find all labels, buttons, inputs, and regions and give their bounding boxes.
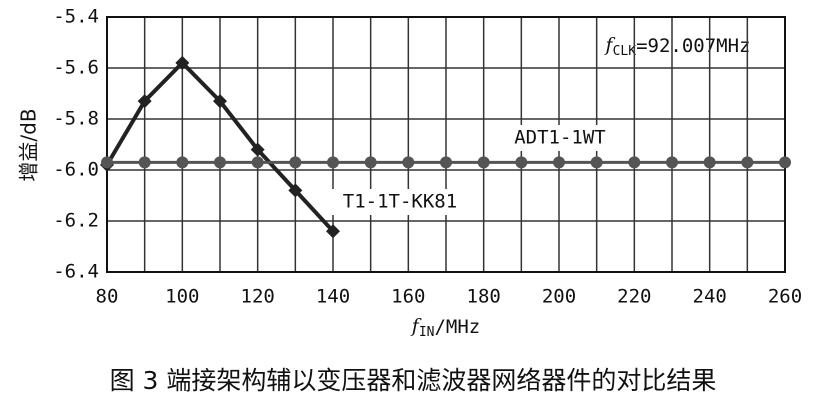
point	[101, 156, 113, 169]
point	[553, 156, 565, 169]
point	[364, 156, 377, 169]
point	[251, 156, 264, 169]
point	[288, 183, 303, 198]
series-label: ADT1-1WT	[514, 127, 606, 149]
x-tick-label: 140	[316, 286, 350, 308]
caption: 图 3 端接架构辅以变压器和滤波器网络器件的对比结果	[110, 366, 717, 395]
x-tick-label: 120	[241, 286, 275, 308]
point	[289, 156, 302, 169]
y-tick-label: -5.4	[53, 6, 99, 28]
x-tick-label: 200	[542, 286, 576, 308]
x-tick-label: 100	[165, 286, 199, 308]
label-bg	[332, 189, 468, 215]
point	[703, 156, 716, 169]
point	[515, 156, 528, 169]
point	[327, 156, 339, 169]
x-label-unit: /MHz	[434, 316, 480, 338]
point	[175, 55, 190, 70]
point	[440, 156, 452, 169]
y-tick-label: -6.4	[53, 261, 99, 283]
point	[250, 142, 265, 157]
annotation-sub: CLK	[613, 44, 637, 59]
point	[176, 156, 189, 169]
x-tick-label: 220	[617, 286, 651, 308]
label-bg	[492, 125, 628, 151]
y-tick-label: -5.8	[53, 108, 99, 130]
point	[741, 156, 754, 169]
series-label: T1-1T-KK81	[343, 191, 457, 213]
annotation-f: f	[604, 34, 616, 56]
x-tick-label: 180	[467, 286, 501, 308]
annotation-text: =92.007MHz	[636, 35, 750, 57]
x-tick-label: 260	[768, 286, 802, 308]
x-tick-label: 160	[391, 286, 425, 308]
point	[628, 156, 641, 169]
x-label-f: f	[410, 315, 422, 337]
point	[137, 94, 152, 109]
point	[666, 156, 678, 169]
point	[214, 156, 226, 169]
x-label-sub: IN	[419, 325, 435, 340]
point	[402, 156, 415, 169]
plot-frame	[106, 16, 786, 273]
annotation: fCLK=92.007MHz	[604, 34, 751, 59]
y-tick-label: -6.2	[53, 210, 99, 232]
y-tick-label: -6.0	[53, 159, 99, 181]
point	[138, 156, 151, 169]
point	[590, 156, 603, 169]
x-tick-label: 80	[96, 286, 119, 308]
y-axis-label: 增益/dB	[17, 108, 41, 181]
point	[326, 224, 340, 239]
point	[213, 94, 227, 109]
point	[779, 156, 791, 169]
point	[477, 156, 490, 169]
y-tick-label: -5.6	[53, 57, 99, 79]
x-axis-label: fIN/MHz	[410, 315, 480, 340]
x-tick-label: 240	[693, 286, 727, 308]
